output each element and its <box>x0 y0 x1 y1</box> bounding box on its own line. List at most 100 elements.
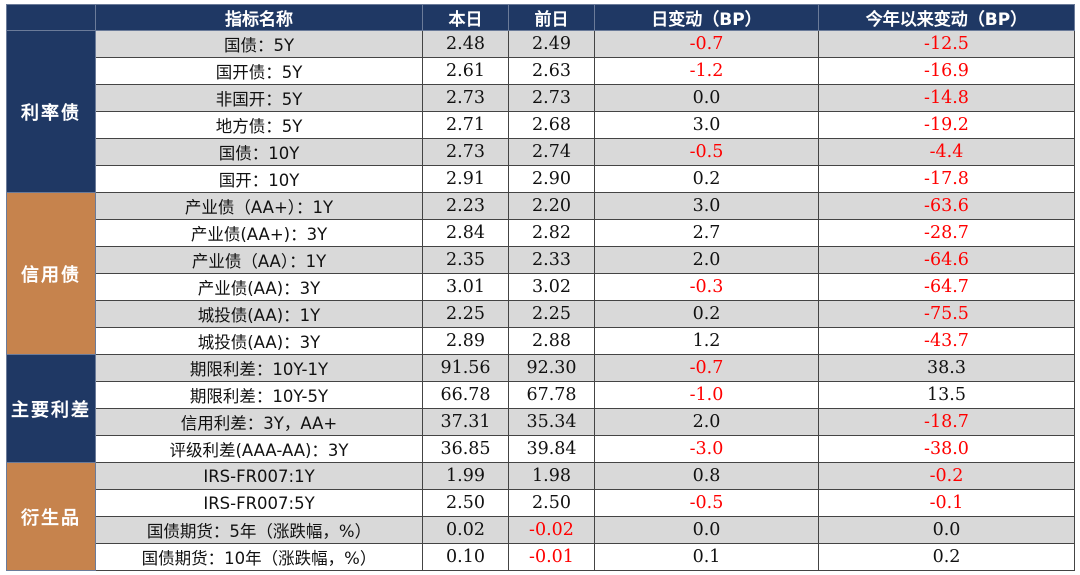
header-day-change: 日变动（BP） <box>594 4 819 31</box>
day-change-cell: 2.0 <box>594 246 819 274</box>
indicator-name-cell: 国开债：5Y <box>95 57 423 85</box>
day-change-cell: 3.0 <box>594 111 819 139</box>
indicator-name-cell: 国债期货：10年（涨跌幅，%） <box>95 543 423 571</box>
prev-value-cell: 2.88 <box>508 327 595 355</box>
prev-value-cell: 1.98 <box>508 462 595 490</box>
today-value-cell: 36.85 <box>422 435 509 463</box>
day-change-cell: -1.0 <box>594 381 819 409</box>
today-value-cell: 2.61 <box>422 57 509 85</box>
today-value-cell: 37.31 <box>422 408 509 436</box>
today-value-cell: 2.73 <box>422 84 509 112</box>
ytd-change-cell: -63.6 <box>818 192 1075 220</box>
table-row: 期限利差：10Y-5Y 66.78 67.78 -1.0 13.5 <box>7 381 1075 409</box>
ytd-change-cell: -16.9 <box>818 57 1075 85</box>
indicator-name-cell: IRS-FR007:5Y <box>95 489 423 517</box>
day-change-cell: 0.2 <box>594 165 819 193</box>
day-change-cell: -0.5 <box>594 489 819 517</box>
indicator-name-cell: 产业债(AA)：3Y <box>95 273 423 301</box>
group-label-cell: 衍生品 <box>6 462 96 571</box>
prev-value-cell: 2.73 <box>508 84 595 112</box>
ytd-change-cell: -38.0 <box>818 435 1075 463</box>
day-change-cell: -3.0 <box>594 435 819 463</box>
table-row: 信用债 产业债（AA+）：1Y 2.23 2.20 3.0 -63.6 <box>6 192 1075 355</box>
ytd-change-cell: -64.6 <box>818 246 1075 274</box>
group-label-cell: 信用债 <box>6 192 96 355</box>
indicator-name-cell: 国债：5Y <box>95 30 423 58</box>
table-row: 主要利差 期限利差：10Y-1Y 91.56 92.30 -0.7 38.3 <box>6 354 1075 463</box>
ytd-change-cell: -75.5 <box>818 300 1075 328</box>
prev-value-cell: 39.84 <box>508 435 595 463</box>
ytd-change-cell: -43.7 <box>818 327 1075 355</box>
prev-value-cell: 2.20 <box>508 192 595 220</box>
prev-value-cell: 2.33 <box>508 246 595 274</box>
day-change-cell: -0.5 <box>594 138 819 166</box>
today-value-cell: 2.25 <box>422 300 509 328</box>
prev-value-cell: 2.63 <box>508 57 595 85</box>
prev-value-cell: 2.25 <box>508 300 595 328</box>
indicator-name-cell: 国债期货：5年（涨跌幅，%） <box>95 516 423 544</box>
header-group-cell <box>6 4 96 31</box>
table-row: 城投债(AA)：3Y 2.89 2.88 1.2 -43.7 <box>7 327 1075 355</box>
day-change-cell: 2.0 <box>594 408 819 436</box>
day-change-cell: 0.0 <box>594 516 819 544</box>
ytd-change-cell: -0.1 <box>818 489 1075 517</box>
today-value-cell: 66.78 <box>422 381 509 409</box>
ytd-change-cell: -0.2 <box>818 462 1075 490</box>
prev-value-cell: 92.30 <box>508 354 595 382</box>
ytd-change-cell: -12.5 <box>818 30 1075 58</box>
indicator-name-cell: 产业债（AA）：1Y <box>95 246 423 274</box>
today-value-cell: 2.23 <box>422 192 509 220</box>
day-change-cell: 0.2 <box>594 300 819 328</box>
table-body: 利率债 国债：5Y 2.48 2.49 -0.7 -12.5 国开债：5Y 2.61 2.63-… <box>6 30 1075 571</box>
indicator-name-cell: 国开：10Y <box>95 165 423 193</box>
today-value-cell: 2.73 <box>422 138 509 166</box>
day-change-cell: 0.1 <box>594 543 819 571</box>
ytd-change-cell: -28.7 <box>818 219 1075 247</box>
ytd-change-cell: -64.7 <box>818 273 1075 301</box>
prev-value-cell: -0.01 <box>508 543 595 571</box>
day-change-cell: -0.3 <box>594 273 819 301</box>
today-value-cell: 91.56 <box>422 354 509 382</box>
prev-value-cell: 2.74 <box>508 138 595 166</box>
prev-value-cell: 3.02 <box>508 273 595 301</box>
today-value-cell: 2.48 <box>422 30 509 58</box>
indicator-name-cell: 评级利差(AAA-AA)：3Y <box>95 435 423 463</box>
day-change-cell: 2.7 <box>594 219 819 247</box>
indicator-name-cell: 期限利差：10Y-1Y <box>95 354 423 382</box>
header-ytd-change: 今年以来变动（BP） <box>818 4 1075 31</box>
table-row: 国开：10Y 2.91 2.90 0.2 -17.8 <box>7 165 1075 193</box>
prev-value-cell: 2.90 <box>508 165 595 193</box>
prev-value-cell: 35.34 <box>508 408 595 436</box>
table-row: 城投债(AA)：1Y 2.25 2.25 0.2 -75.5 <box>7 300 1075 328</box>
table-row: 衍生品 IRS-FR007:1Y 1.99 1.98 0.8 -0.2 <box>6 462 1075 571</box>
table-row: 产业债（AA）：1Y 2.35 2.33 2.0 -64.6 <box>7 246 1075 274</box>
indicator-name-cell: 信用利差：3Y，AA+ <box>95 408 423 436</box>
ytd-change-cell: 0.0 <box>818 516 1075 544</box>
indicator-name-cell: 产业债(AA+)：3Y <box>95 219 423 247</box>
today-value-cell: 2.91 <box>422 165 509 193</box>
group-label-cell: 主要利差 <box>6 354 96 463</box>
ytd-change-cell: 38.3 <box>818 354 1075 382</box>
today-value-cell: 2.71 <box>422 111 509 139</box>
table-row: 地方债：5Y 2.71 2.68 3.0 -19.2 <box>7 111 1075 139</box>
ytd-change-cell: -18.7 <box>818 408 1075 436</box>
header-indicator-name: 指标名称 <box>95 4 423 31</box>
today-value-cell: 0.10 <box>422 543 509 571</box>
day-change-cell: -0.7 <box>594 30 819 58</box>
prev-value-cell: 2.50 <box>508 489 595 517</box>
table-row: 国债期货：10年（涨跌幅，%） 0.10 -0.01 0.1 0.2 <box>7 543 1075 571</box>
indicator-name-cell: 城投债(AA)：1Y <box>95 300 423 328</box>
day-change-cell: 0.0 <box>594 84 819 112</box>
prev-value-cell: 2.82 <box>508 219 595 247</box>
today-value-cell: 2.89 <box>422 327 509 355</box>
table-header-row: 指标名称 本日 前日 日变动（BP） 今年以来变动（BP） <box>6 4 1075 31</box>
table-row: 评级利差(AAA-AA)：3Y 36.85 39.84 -3.0 -38.0 <box>7 435 1075 463</box>
prev-value-cell: 67.78 <box>508 381 595 409</box>
table-row: 产业债(AA+)：3Y 2.84 2.82 2.7 -28.7 <box>7 219 1075 247</box>
indicator-name-cell: 期限利差：10Y-5Y <box>95 381 423 409</box>
today-value-cell: 0.02 <box>422 516 509 544</box>
today-value-cell: 2.50 <box>422 489 509 517</box>
header-prev-day: 前日 <box>508 4 595 31</box>
header-today: 本日 <box>422 4 509 31</box>
today-value-cell: 1.99 <box>422 462 509 490</box>
